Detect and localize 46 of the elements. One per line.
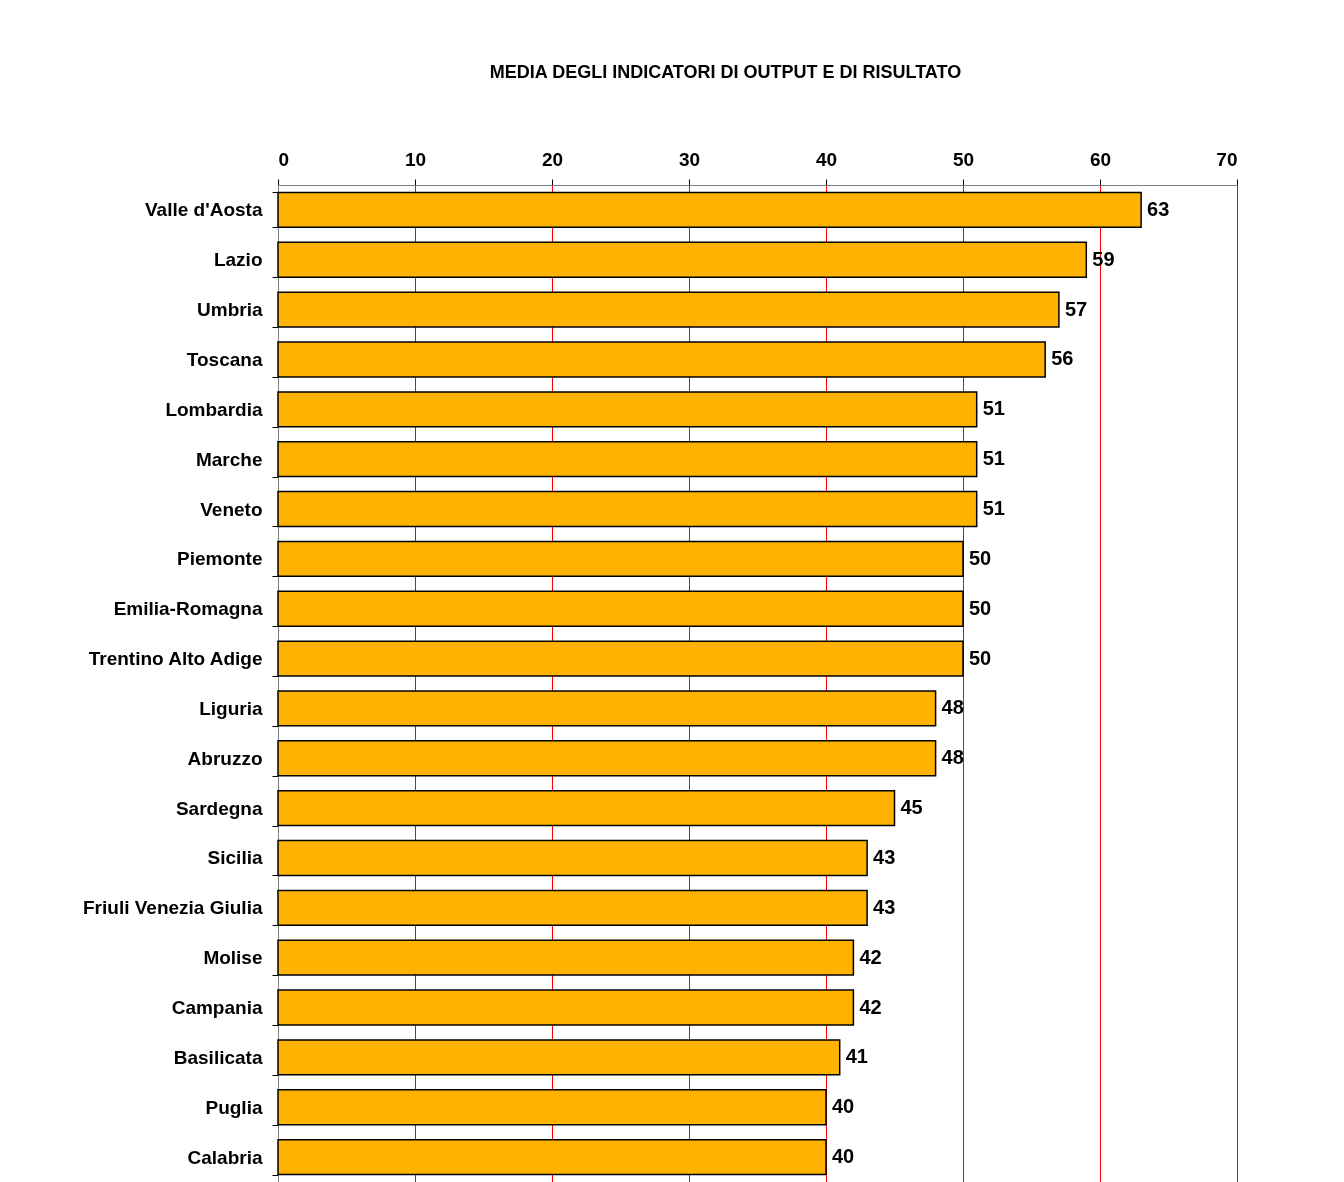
data-label: 50: [969, 546, 992, 569]
data-label: 42: [859, 945, 882, 968]
y-tick-label: Sardegna: [175, 797, 263, 819]
y-tick-label: Lombardia: [165, 398, 263, 420]
y-tick-label: Puglia: [205, 1096, 263, 1118]
x-tick-label: 0: [278, 148, 290, 170]
y-tick-label: Lazio: [213, 249, 263, 271]
y-tick-label: Marche: [195, 448, 263, 470]
y-tick-label: Basilicata: [173, 1046, 263, 1068]
x-tick-label: 30: [678, 148, 701, 170]
y-tick-label: Valle d'Aosta: [144, 199, 263, 221]
data-label: 40: [832, 1145, 855, 1168]
y-tick-label: Friuli Venezia Giulia: [83, 897, 263, 919]
data-label: 51: [982, 397, 1005, 420]
x-tick-label: 20: [541, 148, 564, 170]
y-tick-label: Toscana: [186, 348, 263, 370]
y-tick-label: Sicilia: [207, 847, 263, 869]
data-label: 40: [832, 1095, 855, 1118]
y-tick-label: Veneto: [200, 498, 263, 520]
x-tick-label: 40: [815, 148, 838, 170]
y-tick-label: Trentino Alto Adige: [88, 648, 263, 670]
data-label: 43: [873, 895, 896, 918]
data-label: 63: [1147, 197, 1170, 220]
y-tick-label: Emilia-Romagna: [113, 598, 263, 620]
y-tick-label: Abruzzo: [187, 747, 263, 769]
y-tick-label: Calabria: [187, 1146, 263, 1168]
data-label: 42: [859, 995, 882, 1018]
chart-title: MEDIA DEGLI INDICATORI DI OUTPUT E DI RISULTATO: [489, 62, 962, 82]
y-tick-label: Molise: [203, 947, 263, 969]
data-label: 56: [1051, 347, 1074, 370]
data-label: 43: [873, 845, 896, 868]
x-tick-label: 60: [1089, 148, 1112, 170]
data-label: 45: [900, 796, 923, 819]
data-label: 51: [982, 447, 1005, 470]
y-tick-label: Liguria: [199, 697, 263, 719]
y-tick-label: Campania: [171, 997, 263, 1019]
x-tick-label: 70: [1216, 148, 1238, 170]
y-tick-label: Piemonte: [176, 548, 263, 570]
x-tick-label: 50: [952, 148, 975, 170]
data-label: 57: [1064, 297, 1088, 320]
data-label: 41: [845, 1045, 868, 1068]
y-tick-label: Umbria: [197, 299, 263, 321]
data-label: 50: [969, 596, 992, 619]
data-label: 51: [982, 497, 1005, 520]
data-label: 50: [969, 646, 992, 669]
x-tick-label: 10: [404, 148, 427, 170]
